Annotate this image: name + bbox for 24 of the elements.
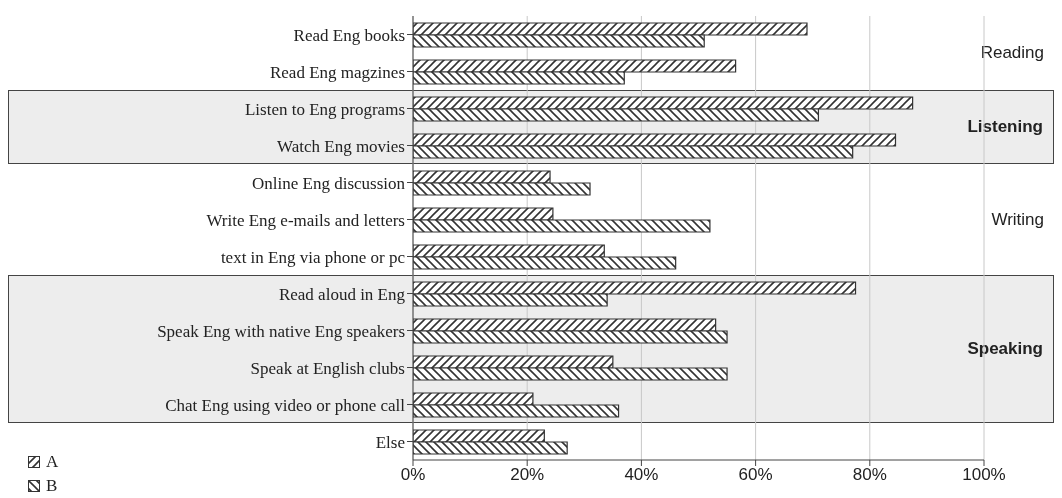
y-tick-label: Watch Eng movies: [277, 136, 405, 156]
x-tick-label: 0%: [400, 465, 426, 485]
legend-label: B: [46, 476, 58, 496]
legend-label: A: [46, 452, 59, 472]
x-tick-label: 100%: [962, 465, 1006, 485]
y-tick-label: Listen to Eng programs: [244, 99, 405, 119]
annotation: Reading: [980, 42, 1044, 64]
y-tick-label: Speak Eng with native Eng speakers: [157, 321, 405, 341]
y-tick-label: Read Eng books: [293, 25, 405, 45]
x-tick-label: 20%: [510, 465, 545, 485]
band-label: Listening: [967, 116, 1043, 138]
y-tick-label: Speak at English clubs: [250, 358, 405, 378]
y-tick-label: Online Eng discussion: [252, 173, 406, 193]
x-tick-label: 80%: [852, 465, 887, 485]
y-tick-label: Write Eng e-mails and letters: [206, 210, 405, 230]
y-tick-label: Else: [375, 432, 405, 452]
x-tick-label: 60%: [738, 465, 773, 485]
band-label: Speaking: [967, 338, 1043, 360]
y-tick-label: Chat Eng using video or phone call: [165, 395, 406, 415]
x-tick-label: 40%: [624, 465, 659, 485]
y-tick-label: text in Eng via phone or pc: [220, 247, 406, 267]
y-tick-label: Read Eng magzines: [269, 62, 405, 82]
text: Writing: [991, 208, 1044, 231]
y-tick-label: Read aloud in Eng: [278, 284, 406, 304]
